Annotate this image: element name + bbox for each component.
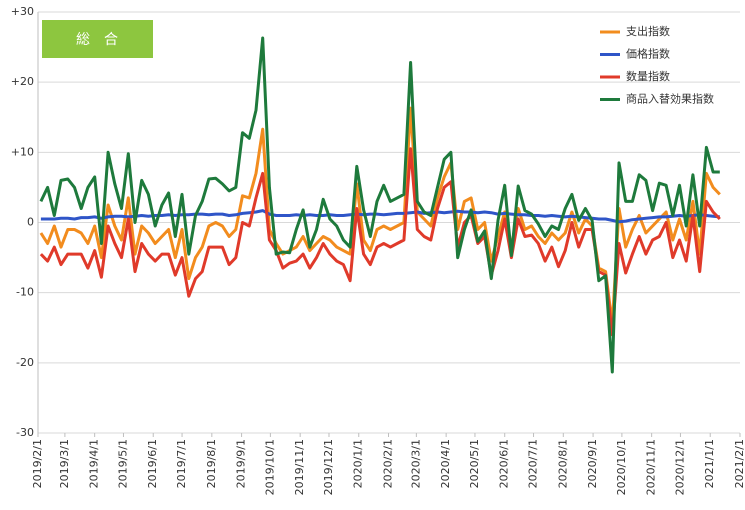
y-tick-label: +20 [11,75,34,88]
legend-label: 商品入替効果指数 [626,92,714,106]
x-tick-label: 2020/9/1 [586,439,599,488]
x-tick-label: 2019/10/1 [263,439,276,495]
x-tick-label: 2019/11/1 [293,439,306,495]
x-tick-label: 2020/12/1 [673,439,686,495]
y-tick-label: +30 [11,5,34,18]
x-tick-label: 2019/5/1 [116,439,129,488]
x-tick-label: 2021/2/1 [733,439,745,488]
x-tick-label: 2020/3/1 [409,439,422,488]
legend-label: 価格指数 [626,47,670,61]
y-tick-label: -10 [16,286,34,299]
x-tick-label: 2020/2/1 [382,439,395,488]
title-box [42,20,153,58]
y-tick-label: -20 [16,356,34,369]
chart-title: 総 合 [76,32,118,48]
legend-label: 数量指数 [626,69,670,83]
x-tick-label: 2019/6/1 [146,439,159,488]
legend-label: 支出指数 [626,24,670,38]
x-tick-label: 2020/8/1 [556,439,569,488]
y-tick-label: 0 [27,216,34,229]
x-tick-label: 2020/1/1 [352,439,365,488]
x-tick-label: 2020/5/1 [468,439,481,488]
x-tick-label: 2019/8/1 [205,439,218,488]
x-tick-label: 2019/9/1 [235,439,248,488]
x-tick-label: 2019/4/1 [88,439,101,488]
x-tick-label: 2021/1/1 [703,439,716,488]
x-tick-label: 2020/4/1 [439,439,452,488]
x-tick-label: 2020/7/1 [527,439,540,488]
x-tick-label: 2020/11/1 [645,439,658,495]
x-tick-label: 2020/10/1 [615,439,628,495]
x-tick-label: 2020/6/1 [498,439,511,488]
x-tick-label: 2019/12/1 [322,439,335,495]
x-tick-label: 2019/2/1 [31,439,44,488]
y-tick-label: -30 [16,426,34,439]
x-tick-label: 2019/3/1 [58,439,71,488]
y-tick-label: +10 [11,145,34,158]
series-line [39,36,720,374]
x-tick-label: 2019/7/1 [175,439,188,488]
